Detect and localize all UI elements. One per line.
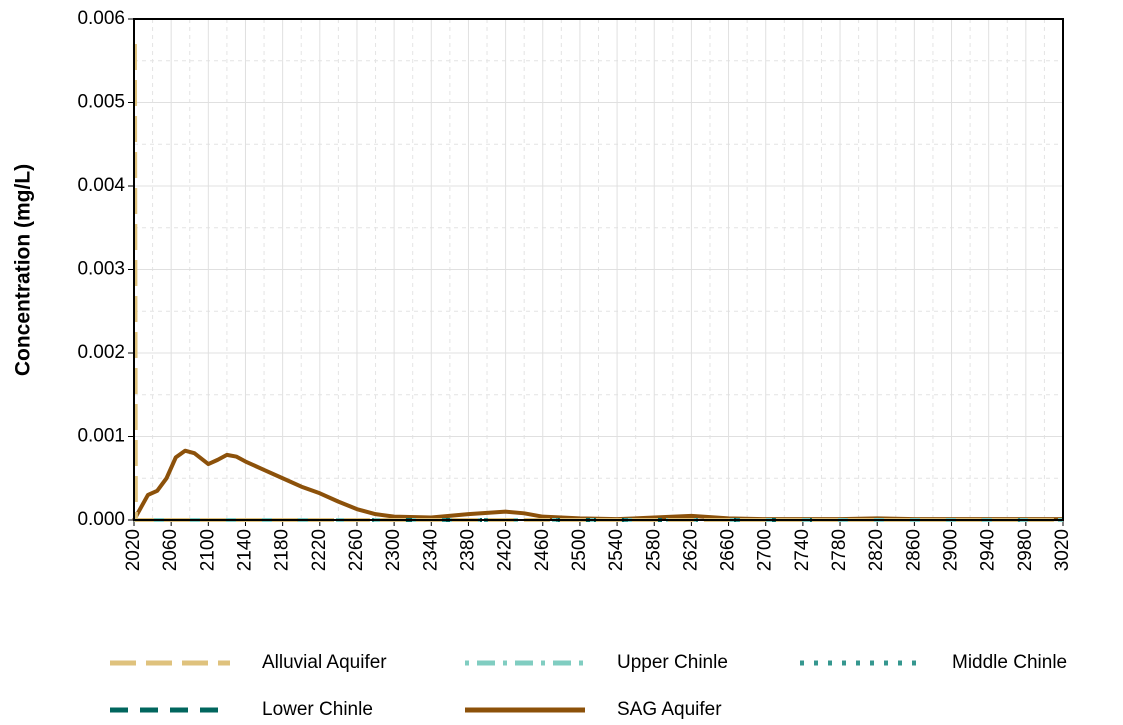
y-tick-label: 0.003 bbox=[77, 259, 125, 280]
y-tick-label: 0.000 bbox=[77, 509, 125, 530]
legend-label: Alluvial Aquifer bbox=[262, 652, 387, 673]
x-tick-label: 2900 bbox=[941, 529, 962, 571]
x-tick-label: 2060 bbox=[160, 529, 181, 571]
x-tick-label: 2220 bbox=[309, 529, 330, 571]
x-tick-label: 2660 bbox=[718, 529, 739, 571]
x-tick-label: 2540 bbox=[606, 529, 627, 571]
x-tick-label: 2180 bbox=[272, 529, 293, 571]
x-tick-label: 2580 bbox=[643, 529, 664, 571]
x-tick-label: 2620 bbox=[680, 529, 701, 571]
y-tick-label: 0.002 bbox=[77, 342, 125, 363]
x-tick-label: 2420 bbox=[495, 529, 516, 571]
x-tick-label: 2100 bbox=[197, 529, 218, 571]
x-tick-label: 2700 bbox=[755, 529, 776, 571]
x-tick-label: 2460 bbox=[532, 529, 553, 571]
x-tick-label: 2860 bbox=[903, 529, 924, 571]
x-tick-label: 2780 bbox=[829, 529, 850, 571]
x-tick-label: 2740 bbox=[792, 529, 813, 571]
x-tick-label: 2820 bbox=[866, 529, 887, 571]
legend-label: Upper Chinle bbox=[617, 652, 728, 673]
x-tick-label: 2980 bbox=[1015, 529, 1036, 571]
x-tick-label: 2140 bbox=[234, 529, 255, 571]
x-tick-label: 2260 bbox=[346, 529, 367, 571]
x-tick-label: 2500 bbox=[569, 529, 590, 571]
legend-label: Middle Chinle bbox=[952, 652, 1067, 673]
legend-label: SAG Aquifer bbox=[617, 699, 722, 720]
x-tick-label: 2300 bbox=[383, 529, 404, 571]
x-tick-label: 2340 bbox=[420, 529, 441, 571]
x-tick-label: 2940 bbox=[978, 529, 999, 571]
x-tick-label: 2020 bbox=[123, 529, 144, 571]
y-tick-label: 0.005 bbox=[77, 92, 125, 113]
y-axis-label: Concentration (mg/L) bbox=[12, 164, 35, 376]
legend-label: Lower Chinle bbox=[262, 699, 373, 720]
x-tick-label: 2380 bbox=[457, 529, 478, 571]
y-tick-label: 0.004 bbox=[77, 175, 125, 196]
x-tick-label: 3020 bbox=[1052, 529, 1073, 571]
y-tick-label: 0.006 bbox=[77, 8, 125, 29]
y-tick-label: 0.001 bbox=[77, 426, 125, 447]
plot-border bbox=[133, 18, 1064, 521]
